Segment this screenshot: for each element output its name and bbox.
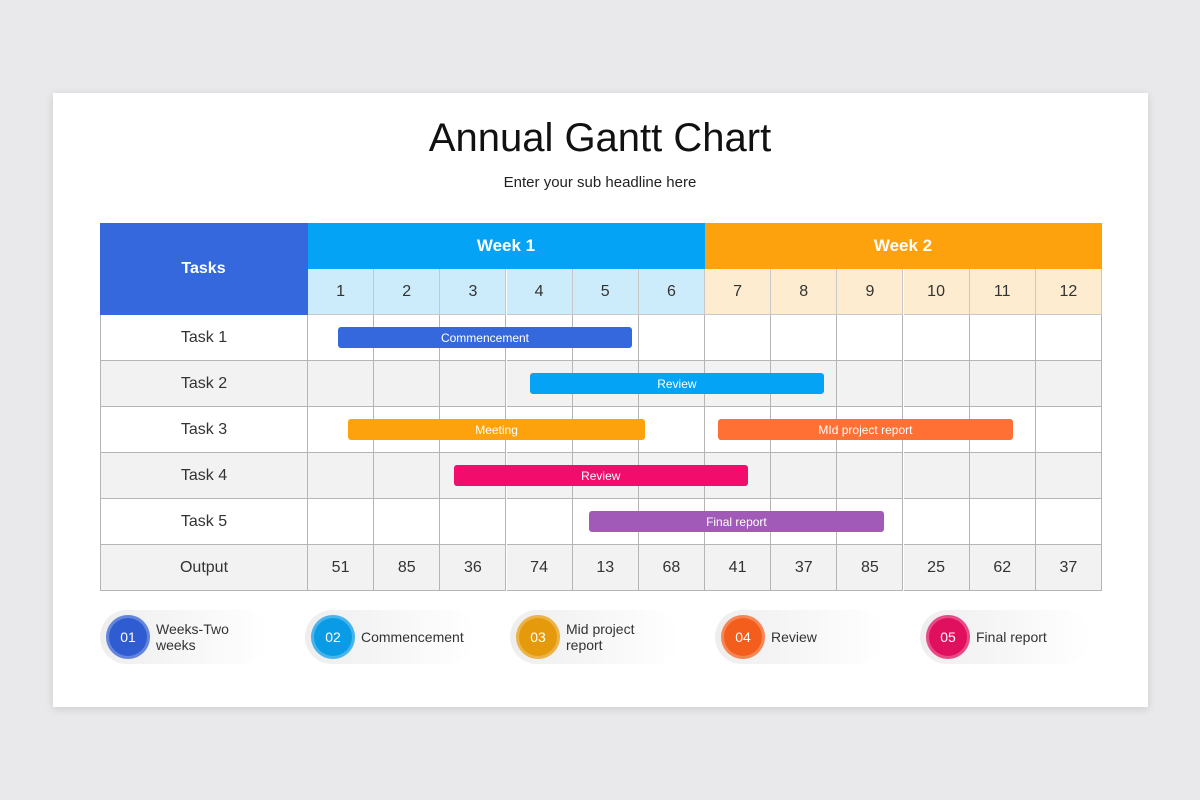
grid-cell [440,499,507,545]
legend-item: 01 Weeks-Two weeks [100,610,270,664]
grid-cell [638,407,705,453]
legend-label: Review [771,629,817,645]
gantt-bar: Meeting [347,419,646,440]
tasks-header: Tasks [100,223,308,315]
gantt-bar: Commencement [337,327,633,348]
task-label: Task 4 [100,453,308,499]
output-value: 51 [308,545,375,591]
legend-label: Weeks-Two weeks [156,621,229,653]
output-value: 41 [705,545,772,591]
grid-cell [308,499,375,545]
output-value: 74 [506,545,573,591]
day-header: 11 [969,269,1036,315]
grid-cell [903,315,970,361]
output-value: 25 [903,545,970,591]
grid-cell [440,361,507,407]
gantt-bar: Review [453,465,748,486]
output-value: 37 [771,545,838,591]
output-value: 62 [969,545,1036,591]
day-header: 10 [903,269,970,315]
task-label: Task 2 [100,361,308,407]
legend-item: 02 Commencement [305,610,475,664]
grid-cell [771,453,838,499]
week-header: Week 2 [705,223,1102,269]
gantt-bar: Review [529,373,825,394]
subtitle: Enter your sub headline here [503,174,697,191]
day-header: 2 [374,269,441,315]
output-value: 13 [572,545,639,591]
grid-cell [969,315,1036,361]
day-header: 4 [506,269,573,315]
day-header: 12 [1035,269,1102,315]
output-value: 36 [440,545,507,591]
legend-item: 03 Mid project report [510,610,680,664]
day-header: 6 [638,269,705,315]
day-header: 9 [837,269,904,315]
grid-cell [1035,453,1102,499]
grid-cell [1035,361,1102,407]
grid-cell [903,453,970,499]
legend-number-badge: 02 [311,615,355,659]
legend-number-badge: 05 [926,615,970,659]
grid-cell [308,453,375,499]
grid-cell [903,361,970,407]
output-value: 85 [374,545,441,591]
legend-item: 04 Review [715,610,885,664]
legend-item: 05 Final report [920,610,1090,664]
grid-cell [771,315,838,361]
grid-cell [969,499,1036,545]
legend-number-badge: 04 [721,615,765,659]
grid-cell [1035,315,1102,361]
output-label: Output [100,545,308,591]
grid-cell [638,315,705,361]
day-header: 7 [705,269,772,315]
legend-label: Final report [976,629,1047,645]
grid-cell [1035,499,1102,545]
day-header: 3 [440,269,507,315]
grid-cell [837,315,904,361]
gantt-bar: Final report [589,511,884,532]
grid-cell [837,361,904,407]
gantt-bar: MId project report [718,419,1013,440]
grid-cell [1035,407,1102,453]
gantt-table: Tasks Week 1 Week 2 1 2 3 4 5 6 7 8 9 10 11 12 Task 1 Ta… [100,223,1102,591]
day-header: 1 [308,269,375,315]
grid-cell [506,499,573,545]
day-header: 8 [771,269,838,315]
grid-cell [374,453,441,499]
grid-cell [374,361,441,407]
week-header: Week 1 [308,223,705,269]
grid-cell [374,499,441,545]
grid-cell [837,453,904,499]
grid-cell [903,499,970,545]
task-label: Task 1 [100,315,308,361]
output-value: 37 [1035,545,1102,591]
legend-number-badge: 01 [106,615,150,659]
legend-label: Mid project report [566,621,635,653]
task-label: Task 5 [100,499,308,545]
task-label: Task 3 [100,407,308,453]
grid-cell [308,361,375,407]
legend-label: Commencement [361,629,464,645]
legend-number-badge: 03 [516,615,560,659]
grid-cell [705,315,772,361]
output-value: 85 [837,545,904,591]
grid-cell [969,453,1036,499]
day-header: 5 [572,269,639,315]
grid-cell [969,361,1036,407]
output-value: 68 [638,545,705,591]
page-title: Annual Gantt Chart [428,116,772,160]
